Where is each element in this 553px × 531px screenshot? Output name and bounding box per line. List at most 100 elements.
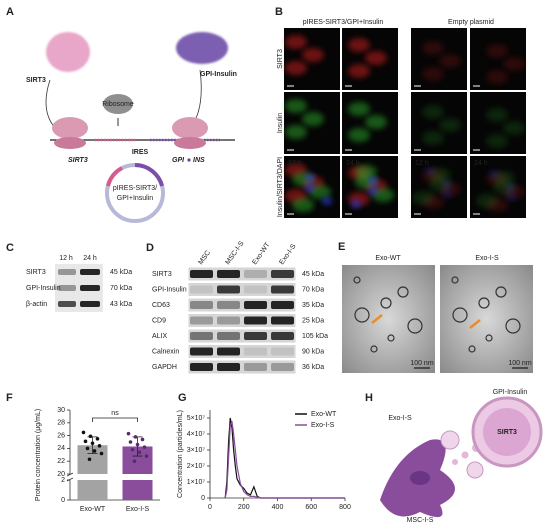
kda-label: 43 kDa — [110, 301, 132, 308]
cell-signal — [425, 167, 435, 175]
y-tick-label: 1×10⁷ — [187, 479, 206, 486]
axis-break — [66, 472, 74, 482]
label: Exo-I-S — [388, 415, 412, 422]
band — [190, 285, 213, 294]
cell-signal — [486, 70, 508, 84]
legend-label: Exo-I-S — [311, 422, 335, 429]
time-label: 24 h — [474, 160, 488, 167]
vesicle — [452, 459, 458, 465]
arrow — [469, 319, 481, 329]
panel-e: E Exo-WT Exo-I-S 100 nm 100 nm — [338, 241, 533, 373]
protein-icon — [46, 32, 90, 72]
y-tick-label: 3×10⁷ — [187, 447, 206, 454]
label: INS — [193, 157, 205, 164]
cell-signal — [285, 61, 307, 75]
cell-signal — [489, 170, 499, 178]
vesicle — [440, 430, 460, 450]
row-label: GPI-Insulin — [26, 285, 61, 292]
data-point — [97, 444, 102, 448]
blot — [187, 313, 297, 328]
band — [271, 301, 294, 309]
axis-gap — [121, 474, 154, 480]
axis-gap — [76, 474, 109, 480]
cell-signal — [302, 48, 324, 62]
band — [190, 316, 213, 325]
cell-signal — [368, 177, 378, 185]
row-label: Calnexin — [152, 348, 179, 355]
kda-label: 105 kDa — [302, 333, 328, 340]
label: GPI-Insulin — [200, 71, 237, 78]
kda-label: 45 kDa — [302, 271, 324, 278]
column-label: 24 h — [83, 255, 97, 262]
panel-label: B — [275, 6, 283, 18]
cell-signal — [412, 191, 434, 205]
data-point — [130, 447, 135, 452]
panel-label: G — [178, 392, 187, 404]
band — [80, 269, 100, 275]
band — [217, 332, 240, 340]
blot — [187, 282, 297, 297]
band — [271, 270, 294, 278]
column-label: Exo-I-S — [278, 243, 297, 266]
kda-label: 45 kDa — [110, 269, 132, 276]
band — [271, 285, 294, 294]
band — [217, 347, 240, 356]
band — [244, 285, 267, 294]
data-point — [99, 451, 104, 456]
y-tick-label: 22 — [57, 458, 65, 465]
band — [271, 332, 294, 340]
y-axis-label: Protein concentration (μg/mL) — [35, 409, 42, 501]
band — [58, 301, 76, 307]
label: Ribosome — [102, 101, 134, 108]
data-point — [81, 430, 86, 435]
band — [190, 347, 213, 356]
panel-c: C 12 h 24 h SIRT3 45 kDa GPI-Insulin 70 kDa… — [6, 242, 132, 312]
vesicle — [466, 461, 484, 479]
kda-label: 90 kDa — [302, 348, 324, 355]
row-label: CD9 — [152, 317, 166, 324]
cell-signal — [365, 51, 387, 65]
label: GPI+Insulin — [117, 195, 153, 202]
band — [244, 301, 267, 309]
line — [224, 417, 345, 499]
cell-signal — [285, 125, 307, 139]
legend-label: Exo-WT — [311, 411, 337, 418]
vesicle — [495, 286, 507, 298]
y-tick-label: 5×10⁷ — [187, 415, 206, 422]
x-tick-label: 800 — [339, 504, 351, 511]
exosome-core — [483, 408, 531, 456]
y-tick-label: 2×10⁷ — [187, 463, 206, 470]
band — [190, 301, 213, 309]
row-label: SIRT3 — [26, 269, 46, 276]
ribosome — [52, 117, 88, 139]
row-label: Insulin/SIRT3/DAPI — [277, 157, 284, 217]
y-tick-label: 4×10⁷ — [187, 431, 206, 438]
band — [244, 332, 267, 340]
x-tick-label: 400 — [272, 504, 284, 511]
cell-signal — [285, 35, 307, 49]
band — [271, 347, 294, 356]
vesicle — [353, 276, 361, 284]
band — [58, 285, 76, 291]
x-tick-label: 0 — [208, 504, 212, 511]
image-title: Exo-I-S — [475, 255, 499, 262]
band — [190, 363, 213, 371]
x-tick-label: 600 — [305, 504, 317, 511]
band — [217, 270, 240, 278]
cell-signal — [442, 190, 452, 198]
band — [244, 316, 267, 325]
plasmid-segment — [106, 166, 124, 187]
cell-signal — [486, 108, 508, 122]
image-title: Exo-WT — [375, 255, 401, 262]
kda-label: 36 kDa — [302, 364, 324, 371]
cell-signal — [365, 115, 387, 129]
label: MSC-I-S — [407, 517, 434, 524]
band — [217, 363, 240, 371]
cell-signal — [422, 131, 444, 145]
data-point — [88, 434, 93, 439]
data-point — [128, 440, 133, 444]
panel-label: E — [338, 241, 345, 253]
cell-signal — [351, 200, 361, 208]
vesicle — [397, 286, 409, 298]
